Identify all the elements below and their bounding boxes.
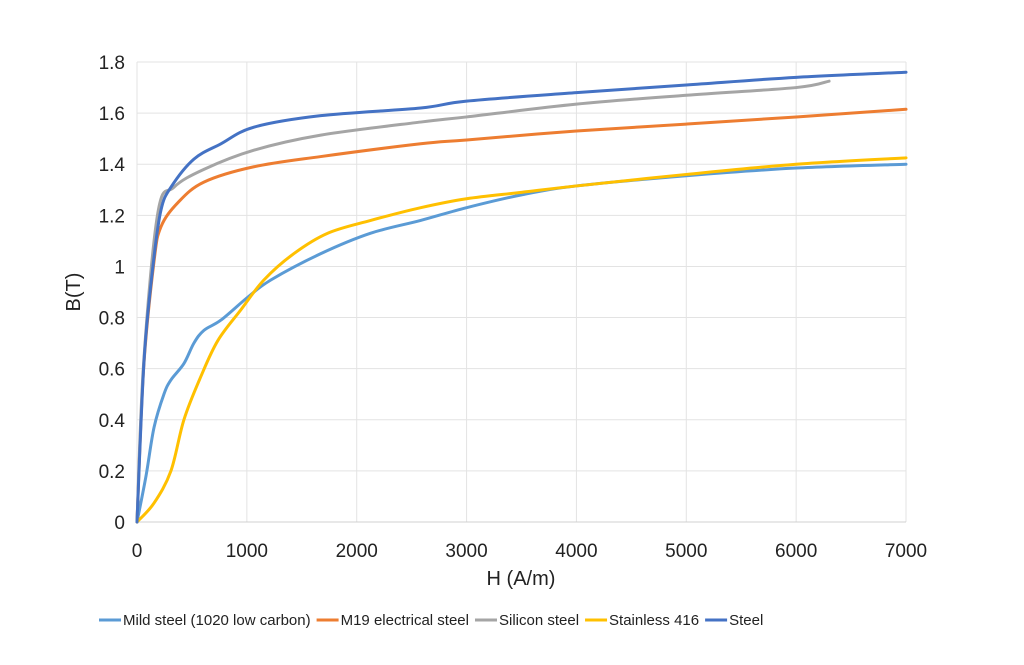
x-tick-label: 0 [132, 541, 143, 562]
legend: Mild steel (1020 low carbon) M19 electric… [99, 612, 763, 629]
series-line-2 [135, 79, 831, 524]
legend-label: Stainless 416 [609, 612, 699, 629]
y-tick-label: 0.2 [99, 462, 125, 483]
legend-label: Steel [729, 612, 763, 629]
series-line-3 [135, 156, 908, 524]
y-tick-label: 1.4 [99, 155, 126, 176]
x-tick-label: 2000 [336, 541, 378, 562]
series-lines [135, 70, 908, 524]
y-tick-label: 1.2 [99, 206, 125, 227]
y-tick-label: 1 [114, 257, 125, 278]
y-tick-label: 0.6 [99, 360, 125, 381]
legend-label: Mild steel (1020 low carbon) [123, 612, 311, 629]
gridlines [136, 61, 907, 523]
y-axis-title: B(T) [63, 273, 85, 312]
y-tick-label: 1.6 [99, 104, 125, 125]
y-tick-labels: 0 0.2 0.4 0.6 0.8 1 1.2 1.4 1.6 1.8 [99, 53, 126, 534]
y-tick-label: 1.8 [99, 53, 125, 74]
y-tick-label: 0.8 [99, 309, 125, 330]
series-line-1 [135, 107, 908, 524]
x-tick-label: 7000 [885, 541, 927, 562]
x-tick-label: 6000 [775, 541, 817, 562]
x-tick-labels: 0 1000 2000 3000 4000 5000 6000 7000 [132, 541, 927, 562]
x-tick-label: 3000 [445, 541, 487, 562]
y-tick-label: 0.4 [99, 411, 126, 432]
series-line-0 [135, 162, 908, 524]
x-tick-label: 4000 [555, 541, 597, 562]
x-tick-label: 5000 [665, 541, 707, 562]
x-tick-label: 1000 [226, 541, 268, 562]
legend-label: M19 electrical steel [341, 612, 469, 629]
legend-label: Silicon steel [499, 612, 579, 629]
y-tick-label: 0 [114, 513, 125, 534]
series-line-4 [135, 70, 908, 524]
x-axis-title: H (A/m) [487, 568, 556, 590]
